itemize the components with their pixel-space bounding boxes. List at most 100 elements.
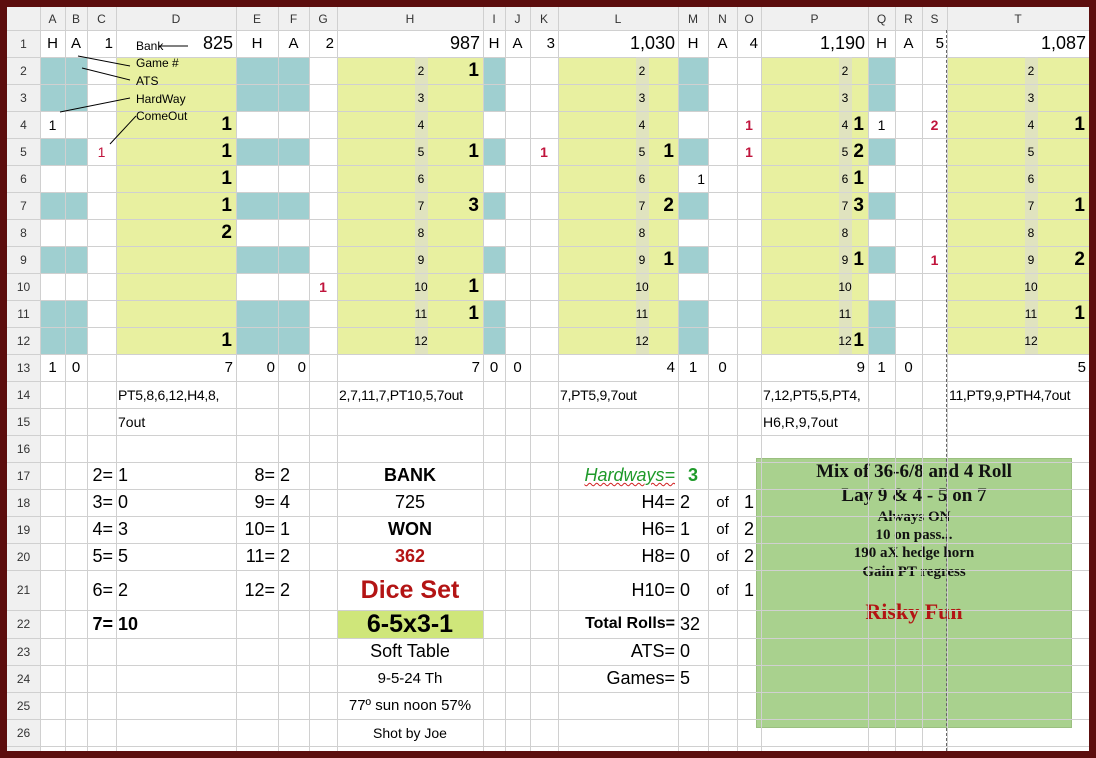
mark: 1 xyxy=(697,170,705,187)
row-gridline xyxy=(7,489,1089,490)
row-header-12[interactable]: 12 xyxy=(16,333,31,348)
game-number: 4 xyxy=(749,35,758,52)
point-number: 7 xyxy=(841,198,849,213)
row-gridline xyxy=(7,543,1089,544)
hardways-value: 3 xyxy=(687,465,698,485)
row-header-19[interactable]: 19 xyxy=(16,522,31,537)
total: 9 xyxy=(856,359,865,376)
page-break-line xyxy=(946,30,947,751)
column-header-h[interactable]: H xyxy=(405,11,415,26)
count-label: 5= xyxy=(92,546,113,566)
away-label: A xyxy=(70,35,81,52)
row-header-14[interactable]: 14 xyxy=(16,387,31,402)
bank-value: 825 xyxy=(202,33,233,53)
column-header-g[interactable]: G xyxy=(318,11,328,26)
row-header-9[interactable]: 9 xyxy=(20,252,27,267)
roll-sequence: 11,PT9,9,PTH4,7out xyxy=(949,386,1071,403)
hardway-of: of xyxy=(716,494,729,511)
point-number: 6 xyxy=(417,171,425,186)
hardway-total: 2 xyxy=(743,546,754,566)
total: 0 xyxy=(71,359,81,376)
teal-band xyxy=(236,300,309,327)
column-header-i[interactable]: I xyxy=(492,11,496,26)
column-header-d[interactable]: D xyxy=(171,11,181,26)
hardways-label: Hardways= xyxy=(584,465,675,485)
point-number: 6 xyxy=(841,171,849,186)
column-header-bar xyxy=(7,7,1089,30)
spreadsheet[interactable]: Mix of 36-6/8 and 4 Roll Lay 9 & 4 - 5 on… xyxy=(7,7,1089,751)
note-line6: Gain PT regress xyxy=(862,564,966,580)
count-value: 2 xyxy=(280,579,291,600)
col-gridline xyxy=(558,7,559,751)
point-number: 8 xyxy=(1027,225,1035,240)
point-number: 12 xyxy=(635,333,649,348)
row-header-24[interactable]: 24 xyxy=(16,671,31,686)
row-gridline xyxy=(7,246,1089,247)
row-header-20[interactable]: 20 xyxy=(16,549,31,564)
mark-red: 1 xyxy=(540,143,548,160)
shooter: Shot by Joe xyxy=(373,724,447,741)
row-header-11[interactable]: 11 xyxy=(17,306,30,321)
hit-count: 3 xyxy=(468,194,479,216)
row-header-3[interactable]: 3 xyxy=(20,90,27,105)
row-header-2[interactable]: 2 xyxy=(20,63,27,78)
hardway-hit: 0 xyxy=(680,546,691,566)
row-header-13[interactable]: 13 xyxy=(16,360,31,375)
game-number: 2 xyxy=(325,35,334,52)
row-header-17[interactable]: 17 xyxy=(16,468,31,483)
row-header-1[interactable]: 1 xyxy=(20,36,27,51)
column-header-a[interactable]: A xyxy=(48,11,57,26)
row-header-4[interactable]: 4 xyxy=(20,117,27,132)
column-header-q[interactable]: Q xyxy=(876,11,887,26)
column-header-p[interactable]: P xyxy=(810,11,819,26)
won-amount: 362 xyxy=(394,546,426,566)
dice-set-label: Dice Set xyxy=(360,575,460,604)
column-header-s[interactable]: S xyxy=(930,11,939,26)
roll-sequence: 7,12,PT5,5,PT4, xyxy=(763,386,861,403)
row-header-5[interactable]: 5 xyxy=(20,144,27,159)
column-header-b[interactable]: B xyxy=(71,11,80,26)
count-label: 12= xyxy=(244,579,275,600)
column-header-m[interactable]: M xyxy=(688,11,698,26)
column-header-t[interactable]: T xyxy=(1014,11,1022,26)
column-header-c[interactable]: C xyxy=(97,11,106,26)
column-header-r[interactable]: R xyxy=(904,11,913,26)
point-number: 7 xyxy=(638,198,646,213)
row-header-23[interactable]: 23 xyxy=(16,644,31,659)
strategy-note-box: Mix of 36-6/8 and 4 Roll Lay 9 & 4 - 5 on… xyxy=(756,458,1072,728)
hardway-hit: 0 xyxy=(680,579,691,600)
row-header-8[interactable]: 8 xyxy=(20,225,27,240)
total: 0 xyxy=(297,359,306,376)
roll-sequence-cont: 7out xyxy=(118,413,146,430)
col-gridline xyxy=(87,7,88,751)
column-header-n[interactable]: N xyxy=(718,11,727,26)
column-header-o[interactable]: O xyxy=(744,11,754,26)
column-header-f[interactable]: F xyxy=(289,11,298,26)
column-header-l[interactable]: L xyxy=(614,11,622,26)
column-header-e[interactable]: E xyxy=(252,11,261,26)
row-header-16[interactable]: 16 xyxy=(16,441,31,456)
count-value: 1 xyxy=(280,519,291,539)
teal-band xyxy=(483,57,505,84)
row-header-6[interactable]: 6 xyxy=(20,171,27,186)
col-gridline xyxy=(236,7,237,751)
row-header-25[interactable]: 25 xyxy=(16,698,31,713)
column-header-k[interactable]: K xyxy=(539,11,548,26)
row-header-26[interactable]: 26 xyxy=(16,725,31,740)
leader-line xyxy=(59,97,131,113)
row-header-18[interactable]: 18 xyxy=(16,495,31,510)
total: 1 xyxy=(877,359,886,376)
row-header-22[interactable]: 22 xyxy=(16,617,31,631)
row-header-21[interactable]: 21 xyxy=(16,583,31,597)
home-label: H xyxy=(488,35,500,52)
row-gridline xyxy=(7,273,1089,274)
col-gridline xyxy=(65,7,66,751)
point-number: 10 xyxy=(414,279,428,294)
row-header-7[interactable]: 7 xyxy=(20,198,27,213)
row-header-10[interactable]: 10 xyxy=(16,279,31,294)
row-header-15[interactable]: 15 xyxy=(16,414,31,429)
point-number: 7 xyxy=(417,198,425,213)
point-number: 8 xyxy=(417,225,425,240)
column-header-j[interactable]: J xyxy=(514,11,521,26)
row-gridline xyxy=(7,30,1089,31)
